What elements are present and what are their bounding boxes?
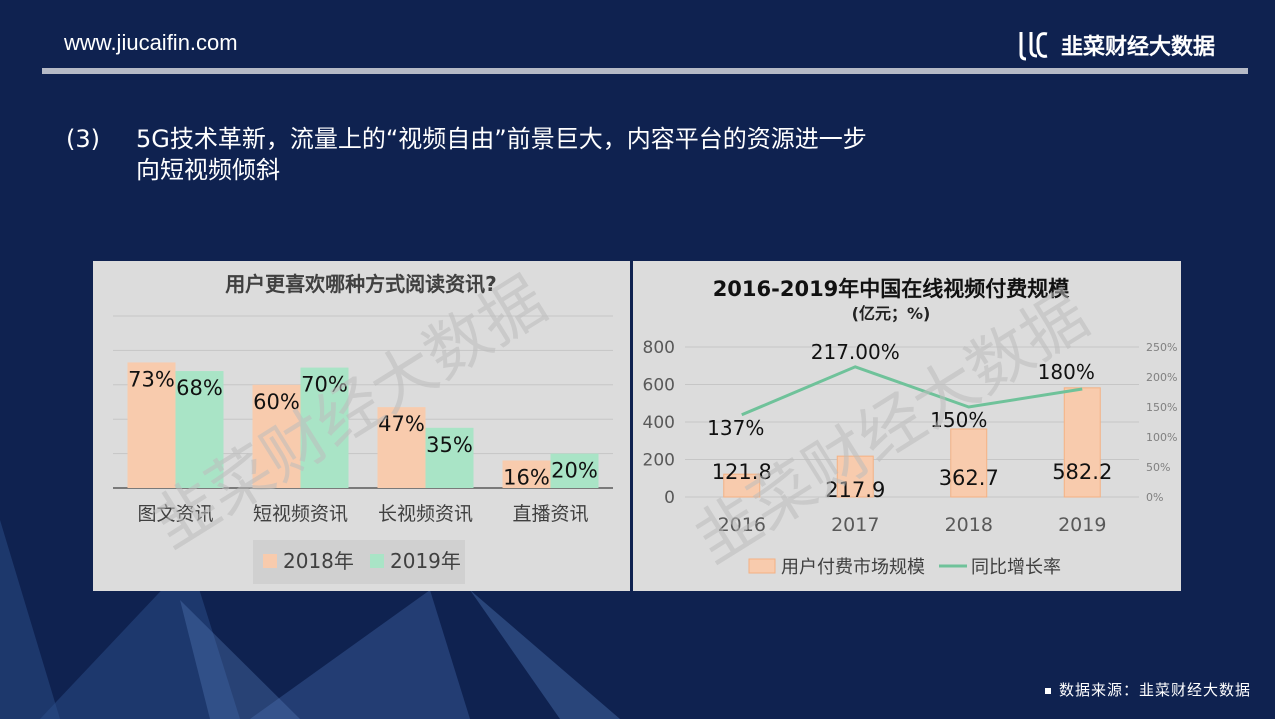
legend-label-line: 同比增长率 (971, 557, 1061, 578)
category-label: 2018 (945, 514, 993, 536)
y-right-tick: 200% (1146, 371, 1177, 384)
bar-data-label: 121.8 (712, 460, 772, 484)
growth-data-label: 217.00% (811, 340, 900, 364)
y-left-tick: 200 (643, 451, 675, 471)
legend-label-bars: 用户付费市场规模 (781, 557, 925, 578)
data-label: 47% (378, 412, 425, 436)
bar-market-size-2016 (723, 473, 761, 498)
bar-data-label: 217.9 (825, 478, 885, 502)
data-label: 73% (128, 367, 175, 391)
data-source-text: 数据来源：韭菜财经大数据 (1058, 681, 1251, 699)
bar-2018年-长视频资讯 (377, 407, 426, 488)
growth-line (741, 365, 1083, 417)
chart-title: 2016-2019年中国在线视频付费规模 (713, 277, 1071, 301)
y-right-tick: 250% (1146, 341, 1177, 354)
brand-name: 韭菜财经大数据 (1060, 35, 1215, 60)
legend-label-2019: 2019年 (390, 549, 461, 573)
chart-subtitle: (亿元；%) (852, 304, 931, 323)
headline-line-2: 向短视频倾斜 (136, 156, 280, 184)
y-right-tick: 0% (1146, 491, 1163, 504)
legend-label-2018: 2018年 (283, 549, 354, 573)
growth-data-label: 180% (1038, 360, 1095, 384)
bar-2019年-图文资讯 (175, 371, 224, 488)
data-label: 16% (503, 465, 550, 489)
bar-market-size-2017 (836, 455, 874, 498)
category-label: 短视频资讯 (253, 503, 348, 525)
category-label: 2019 (1058, 514, 1106, 536)
growth-data-label: 150% (930, 408, 987, 432)
data-label: 20% (551, 459, 598, 483)
reading-preference-svg: 用户更喜欢哪种方式阅读资讯? 73% 68%60%70%47%35%16% 20% … (113, 263, 613, 584)
y-left-tick: 600 (643, 376, 675, 396)
y-left-tick: 0 (664, 488, 675, 508)
brand: 韭菜财经大数据 (1017, 28, 1215, 62)
bar-2018年-短视频资讯 (252, 384, 301, 488)
category-label: 长视频资讯 (378, 503, 473, 525)
bar-market-size-2019 (1063, 387, 1101, 498)
bar-data-label: 582.2 (1052, 460, 1112, 484)
data-label: 35% (426, 433, 473, 457)
legend-swatch-2018 (263, 554, 277, 568)
headline: (3) 5G技术革新，流量上的“视频自由”前景巨大，内容平台的资源进一步 向短视频… (66, 124, 867, 186)
legend-swatch-bars (748, 558, 776, 574)
category-label: 图文资讯 (137, 503, 213, 525)
video-payment-chart: 2016-2019年中国在线视频付费规模 (亿元；%) 0 200 400 600 80… (633, 261, 1181, 591)
reading-preference-chart: 用户更喜欢哪种方式阅读资讯? 73% 68% 60% 70% 47% 35% 16% 20% … (93, 261, 630, 591)
brand-logo-icon (1019, 32, 1048, 61)
growth-data-label: 137% (707, 416, 764, 440)
y-left-tick: 400 (643, 413, 675, 433)
category-label: 2016 (718, 514, 766, 536)
data-source: 数据来源：韭菜财经大数据 (1044, 679, 1251, 700)
bullet-icon (1044, 687, 1051, 694)
y-right-tick: 150% (1146, 401, 1177, 414)
data-label: 70% (301, 373, 348, 397)
legend-box (253, 540, 465, 584)
headline-line-1: 5G技术革新，流量上的“视频自由”前景巨大，内容平台的资源进一步 (136, 125, 867, 153)
data-label: 68% (176, 376, 223, 400)
chart-title: 用户更喜欢哪种方式阅读资讯? (225, 272, 497, 296)
bar-2019年-直播资讯 (550, 453, 599, 488)
bar-data-label: 362.7 (939, 466, 999, 490)
bar-2018年-图文资讯 (127, 362, 176, 488)
category-label: 2017 (831, 514, 879, 536)
site-url: www.jiucaifin.com (64, 30, 238, 55)
bar-2019年-短视频资讯 (300, 367, 349, 488)
legend-swatch-2019 (370, 554, 384, 568)
y-right-tick: 50% (1146, 461, 1170, 474)
y-left-tick: 800 (643, 338, 675, 358)
data-label: 60% (253, 390, 300, 414)
header-divider (42, 68, 1248, 74)
bar-2019年-长视频资讯 (425, 427, 474, 488)
y-right-tick: 100% (1146, 431, 1177, 444)
video-payment-svg: 2016-2019年中国在线视频付费规模 (亿元；%) 0 200 400 600 80… (643, 277, 1178, 578)
category-label: 直播资讯 (512, 503, 588, 525)
bar-2018年-直播资讯 (502, 460, 551, 488)
headline-number: (3) (66, 125, 100, 153)
bar-market-size-2018 (950, 428, 988, 498)
